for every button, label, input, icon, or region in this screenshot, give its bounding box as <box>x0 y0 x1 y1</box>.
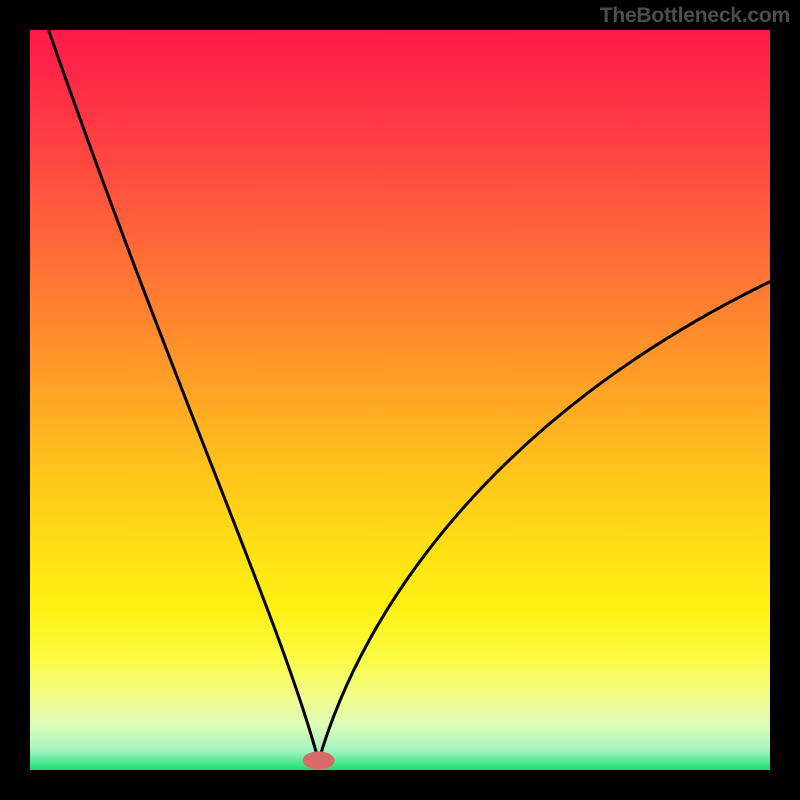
bottleneck-chart <box>0 0 800 800</box>
plot-background <box>30 30 770 770</box>
watermark-text: TheBottleneck.com <box>600 4 790 28</box>
optimum-marker <box>303 751 335 769</box>
chart-container: TheBottleneck.com <box>0 0 800 800</box>
